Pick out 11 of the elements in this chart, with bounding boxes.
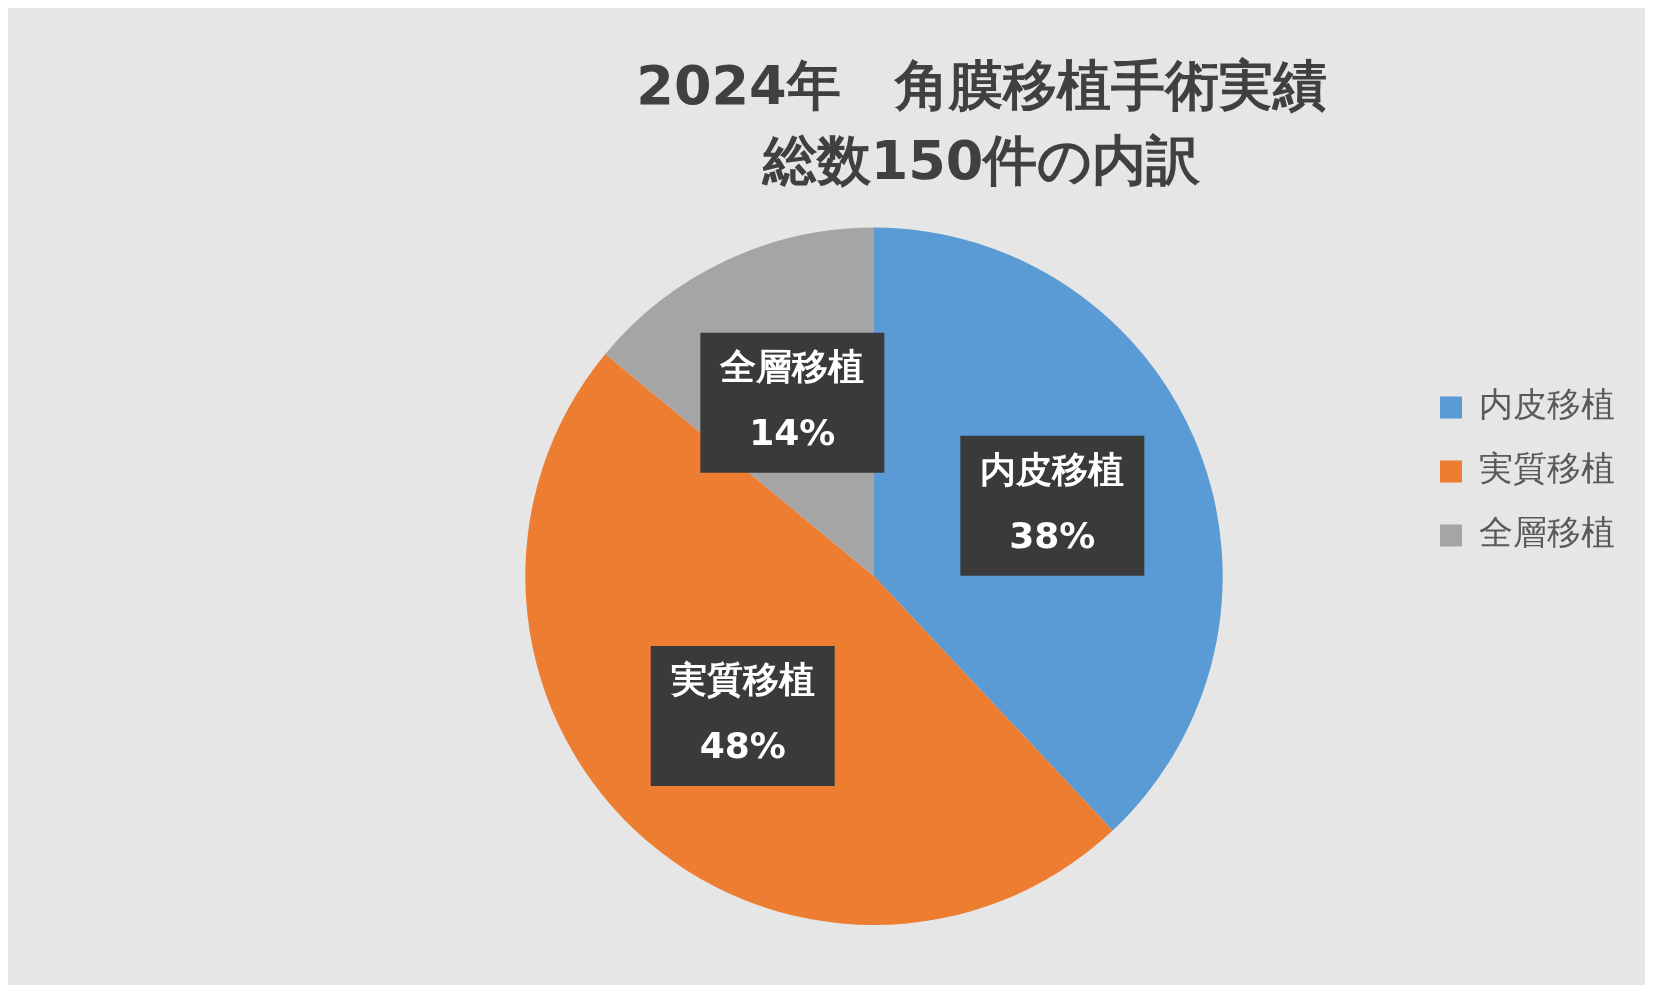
legend-label: 実質移植 [1479,448,1615,489]
slice-label: 内皮移植 [980,449,1125,491]
chart-subtitle: 総数150件の内訳 [760,129,1202,193]
data-label: 38% [1009,515,1096,557]
slice-label: 実質移植 [669,659,815,701]
data-label: 48% [699,725,786,767]
legend-label: 内皮移植 [1479,384,1615,425]
legend-label: 全層移植 [1479,512,1615,553]
data-label: 14% [749,412,836,454]
slice-label: 全層移植 [719,346,865,388]
chart-title: 2024年 角膜移植手術実績 [636,54,1327,118]
